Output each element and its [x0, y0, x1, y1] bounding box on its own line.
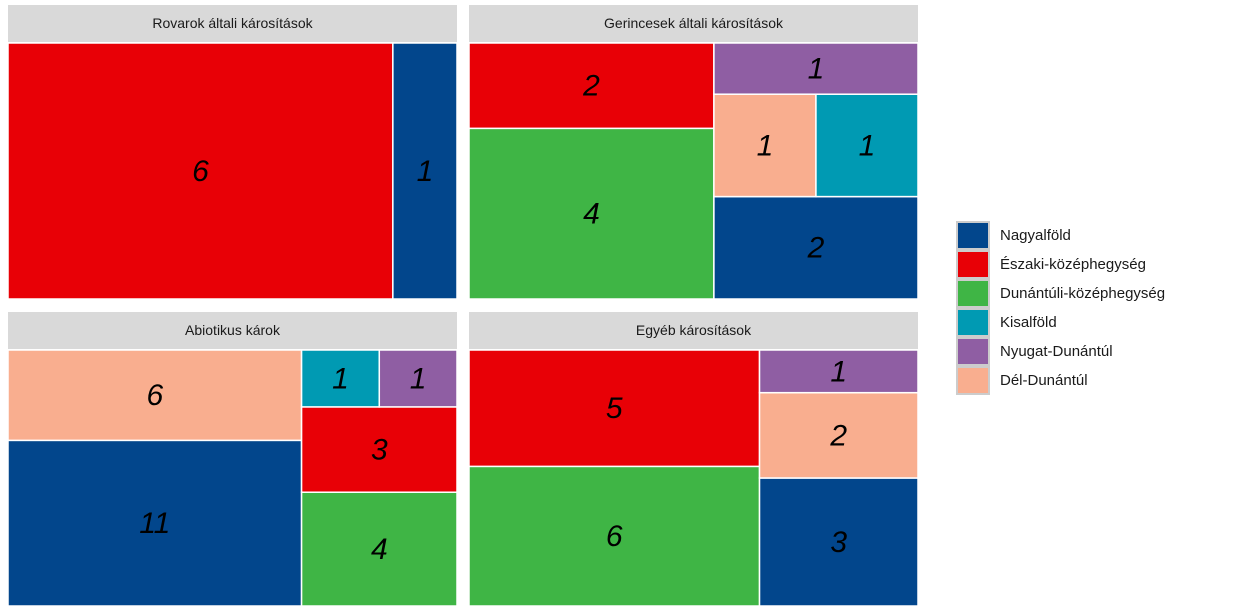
tile-label: 3	[371, 433, 388, 466]
tile	[300, 349, 381, 408]
tile-label: 5	[606, 392, 623, 425]
legend-key	[956, 337, 990, 366]
legend-label: Kisalföld	[1000, 314, 1057, 331]
legend-key	[956, 308, 990, 337]
tile	[713, 195, 919, 300]
tile-label: 1	[417, 155, 434, 188]
tile	[468, 349, 761, 468]
legend-key	[956, 279, 990, 308]
facet-title: Egyéb károsítások	[636, 322, 752, 338]
facet-title: Rovarok általi károsítások	[152, 15, 313, 31]
tile	[468, 465, 761, 606]
legend-label: Nagyalföld	[1000, 227, 1071, 244]
facet-strip	[8, 5, 457, 42]
tile	[758, 349, 919, 394]
tile	[815, 93, 919, 198]
legend-label: Nyugat-Dunántúl	[1000, 343, 1113, 360]
tile-label: 6	[606, 520, 623, 553]
tile	[300, 406, 458, 493]
tile-label: 1	[410, 362, 427, 395]
tile	[378, 349, 458, 408]
legend-label: Dél-Dunántúl	[1000, 372, 1088, 389]
tile-label: 1	[808, 53, 825, 86]
tile-label: 6	[146, 379, 163, 412]
tile	[392, 42, 458, 300]
legend-key	[956, 366, 990, 395]
tile	[758, 391, 919, 479]
tile	[468, 42, 715, 130]
tile-label: 3	[830, 526, 847, 559]
tile-label: 1	[332, 362, 349, 395]
tile-label: 11	[139, 507, 170, 540]
tile-label: 2	[829, 419, 847, 452]
tile	[713, 93, 817, 198]
tile-label: 1	[757, 129, 774, 162]
facet-title: Gerincesek általi károsítások	[604, 15, 784, 31]
tile	[7, 439, 303, 606]
tile	[300, 491, 458, 606]
tile-label: 4	[583, 198, 600, 231]
tile	[7, 42, 394, 300]
tile-label: 1	[830, 355, 847, 388]
facet-strip	[8, 312, 457, 349]
legend-label: Dunántúli-középhegység	[1000, 285, 1165, 302]
facet-strip	[469, 312, 918, 349]
tile	[7, 349, 303, 442]
legend-key	[956, 250, 990, 279]
tile	[713, 42, 919, 95]
facet-title: Abiotikus károk	[185, 322, 281, 338]
tile-label: 2	[807, 232, 825, 265]
tile-label: 6	[192, 155, 209, 188]
facet-strip	[469, 5, 918, 42]
tile-label: 2	[582, 70, 600, 103]
legend-label: Északi-középhegység	[1000, 256, 1146, 273]
tile-label: 1	[859, 129, 876, 162]
tile-label: 4	[371, 533, 388, 566]
legend-key	[956, 221, 990, 250]
tile	[468, 127, 715, 300]
